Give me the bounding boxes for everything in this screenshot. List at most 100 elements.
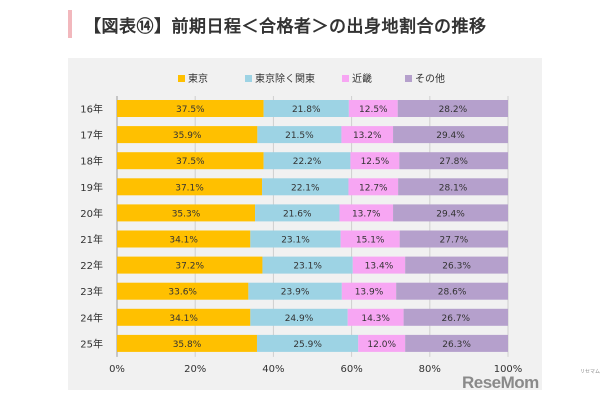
bar-segment [347, 308, 404, 326]
x-tick-label: 40% [262, 364, 284, 375]
x-tick-label: 100% [494, 364, 523, 375]
legend-swatch [245, 75, 252, 82]
bar-segment [248, 282, 342, 300]
bar-segment [396, 282, 508, 300]
data-label: 13.2% [353, 131, 382, 141]
data-label: 37.1% [175, 183, 204, 193]
bar-segment [339, 204, 394, 222]
data-label: 22.2% [293, 157, 322, 167]
data-label: 25.9% [293, 340, 322, 350]
category-label: 24年 [80, 311, 103, 324]
category-label: 22年 [80, 259, 103, 272]
data-label: 13.7% [352, 209, 381, 219]
bar-segment [358, 334, 406, 352]
bar-segment [263, 100, 349, 117]
data-label: 21.5% [285, 131, 314, 141]
category-label: 16年 [80, 103, 103, 116]
data-label: 28.1% [439, 183, 468, 193]
data-label: 15.1% [356, 236, 385, 246]
bar-segment [405, 256, 508, 274]
bar-segment [393, 126, 508, 144]
bar-segment [348, 178, 399, 196]
data-label: 23.1% [281, 236, 310, 246]
data-label: 26.3% [442, 340, 471, 350]
category-label: 23年 [80, 285, 103, 298]
data-label: 26.3% [442, 262, 471, 272]
legend-label: 近畿 [352, 72, 372, 85]
data-label: 35.3% [172, 209, 201, 219]
data-label: 26.7% [442, 314, 471, 324]
data-label: 27.8% [439, 157, 468, 167]
category-label: 18年 [80, 155, 103, 168]
bar-segment [405, 334, 508, 352]
bar-segment [263, 152, 351, 170]
category-label: 25年 [80, 337, 103, 350]
data-label: 12.0% [367, 340, 396, 350]
data-label: 35.8% [173, 340, 202, 350]
data-label: 22.1% [291, 183, 320, 193]
data-label: 33.6% [168, 288, 197, 298]
legend-label: 東京 [188, 72, 208, 85]
data-label: 23.1% [293, 262, 322, 272]
data-label: 37.2% [175, 262, 204, 272]
bar-segment [250, 308, 348, 326]
legend-swatch [342, 75, 349, 82]
data-label: 35.9% [173, 131, 202, 141]
bar-segment [117, 126, 258, 144]
bar-segment [117, 152, 264, 170]
bar-segment [393, 204, 508, 222]
data-label: 12.5% [361, 157, 390, 167]
bar-segment [341, 126, 394, 144]
bar-segment [117, 282, 249, 300]
data-label: 21.8% [292, 105, 321, 115]
bar-segment [117, 100, 264, 117]
resemom-logo-kana: リセマム [580, 369, 601, 375]
data-label: 28.6% [438, 288, 467, 298]
x-tick-label: 20% [184, 364, 206, 375]
x-tick-label: 80% [419, 364, 441, 375]
data-label: 29.4% [436, 131, 465, 141]
data-label: 29.4% [436, 209, 465, 219]
bar-segment [117, 308, 251, 326]
bar-segment [250, 230, 341, 248]
data-label: 37.5% [176, 157, 205, 167]
data-label: 27.7% [440, 236, 469, 246]
bar-segment [399, 152, 508, 170]
bar-segment [348, 100, 398, 117]
data-label: 34.1% [169, 314, 198, 324]
page-title: 【図表⑭】前期日程＜合格者＞の出身地割合の推移 [84, 17, 487, 37]
bar-segment [117, 204, 256, 222]
x-tick-label: 0% [109, 364, 125, 375]
bar-segment [352, 256, 406, 274]
legend-swatch [405, 75, 412, 82]
legend-swatch [178, 75, 185, 82]
bar-segment [117, 230, 251, 248]
bar-segment [255, 204, 340, 222]
data-label: 37.5% [176, 105, 205, 115]
category-label: 20年 [80, 207, 103, 220]
legend-label: 東京除く関東 [255, 72, 315, 85]
resemom-logo: ReseMom [462, 373, 539, 392]
data-label: 21.6% [283, 209, 312, 219]
data-label: 34.1% [169, 236, 198, 246]
data-label: 13.4% [365, 262, 394, 272]
bar-segment [399, 230, 508, 248]
legend-label: その他 [415, 72, 445, 85]
data-label: 24.9% [285, 314, 314, 324]
bar-segment [117, 334, 257, 352]
data-label: 23.9% [281, 288, 310, 298]
data-label: 13.9% [355, 288, 384, 298]
data-label: 12.5% [359, 105, 388, 115]
bar-segment [398, 178, 508, 196]
bar-segment [340, 230, 400, 248]
bar-segment [403, 308, 508, 326]
bar-segment [257, 126, 342, 144]
x-tick-label: 60% [340, 364, 362, 375]
bar-segment [117, 256, 263, 274]
data-label: 28.2% [439, 105, 468, 115]
bar-segment [256, 334, 359, 352]
bar-segment [262, 256, 353, 274]
bar-segment [117, 178, 263, 196]
category-label: 19年 [80, 181, 103, 194]
